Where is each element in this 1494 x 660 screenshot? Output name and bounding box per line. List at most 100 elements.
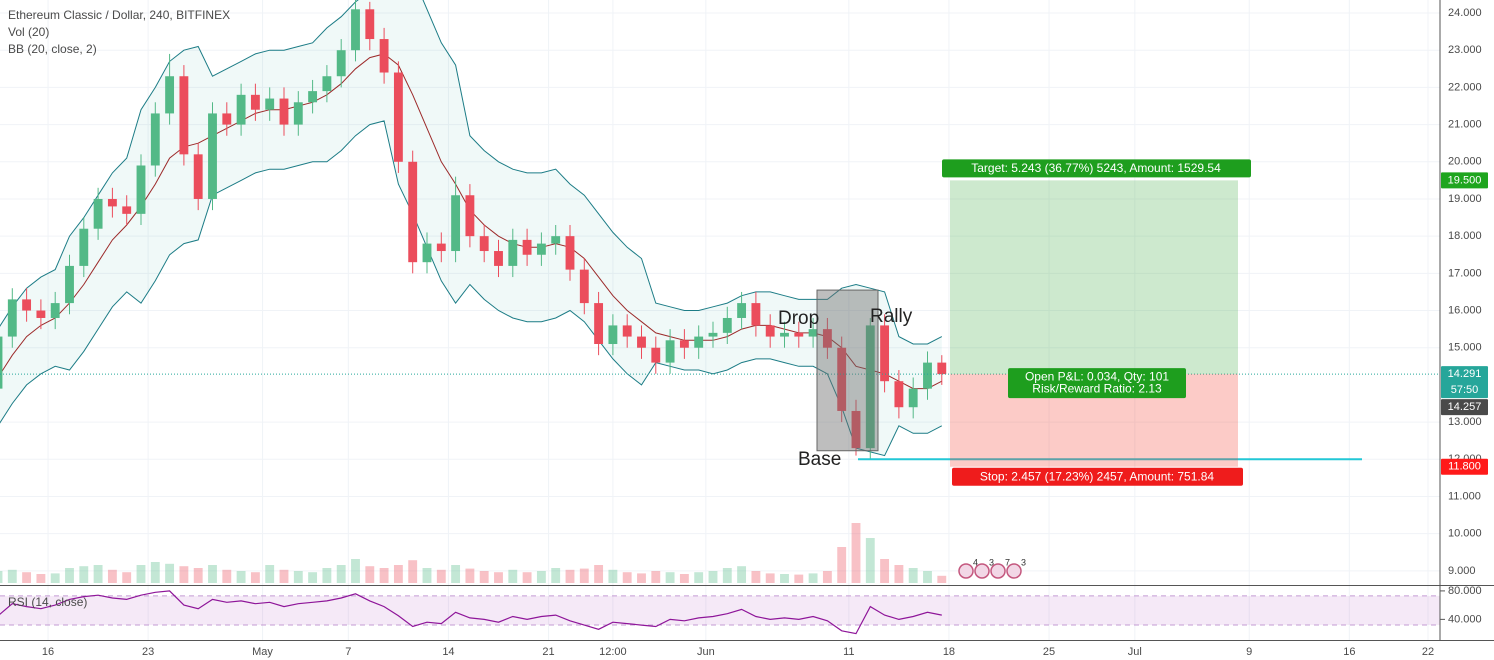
candle-body <box>165 76 175 114</box>
volume-bar <box>265 565 275 583</box>
candle-body <box>336 50 346 77</box>
volume-bar <box>351 559 360 583</box>
x-tick-label: May <box>252 646 273 658</box>
volume-bar <box>250 572 260 583</box>
x-tick-label: 11 <box>843 646 854 658</box>
x-tick-label: 16 <box>1343 646 1355 658</box>
candle-body <box>551 236 561 244</box>
candle-body <box>436 243 446 252</box>
y-tick-label: 24.000 <box>1448 7 1482 19</box>
volume-bar <box>279 569 289 583</box>
candle-body <box>393 72 403 162</box>
candle-body <box>408 161 418 263</box>
zone-box <box>816 289 879 452</box>
candle-body <box>508 239 518 266</box>
volume-bar <box>22 572 32 583</box>
volume-bar <box>0 571 3 583</box>
volume-bar <box>408 560 418 583</box>
rsi-line <box>0 590 942 635</box>
volume-bar <box>494 572 503 583</box>
candle-body <box>622 325 632 337</box>
bb-band <box>0 0 943 345</box>
rsi-label: RSI (14, close) <box>8 595 87 609</box>
y-tick-label: 23.000 <box>1448 44 1482 56</box>
volume-bar <box>822 571 832 583</box>
candle-body <box>122 206 132 214</box>
candle-body <box>908 388 918 408</box>
price-axis-bg <box>1440 0 1494 660</box>
candle-body <box>880 325 890 382</box>
price-tag-countdown: 57:50 <box>1451 384 1479 396</box>
candle-body <box>651 347 661 363</box>
candle-body <box>50 303 60 318</box>
price-tag <box>1441 366 1488 399</box>
price-tag-label: 19.500 <box>1448 174 1482 186</box>
candle-body <box>780 332 789 337</box>
rsi-tick-label: 80.000 <box>1448 585 1482 597</box>
volume-bar <box>436 569 446 583</box>
candle-body <box>107 198 117 207</box>
candle-body <box>694 336 704 348</box>
candle-body <box>7 299 17 337</box>
volume-bar <box>308 572 318 583</box>
volume-bar <box>536 571 546 583</box>
y-tick-label: 20.000 <box>1448 156 1482 168</box>
x-tick-label: 7 <box>345 646 351 658</box>
candle-body <box>765 325 775 337</box>
candle-body <box>937 362 947 375</box>
x-tick-label: 12:00 <box>599 646 627 658</box>
volume-bar <box>365 566 375 583</box>
x-tick-label: Jul <box>1128 646 1142 658</box>
candle-body <box>279 98 289 125</box>
y-tick-label: 22.000 <box>1448 81 1482 93</box>
candle-body <box>594 303 604 345</box>
candle-body <box>851 410 861 449</box>
target-label: Target: 5.243 (36.77%) 5243, Amount: 152… <box>971 161 1221 175</box>
candle-body <box>565 236 575 270</box>
volume-bar <box>36 574 46 583</box>
candle-body <box>794 332 804 337</box>
candle-body <box>0 336 3 389</box>
volume-bar <box>107 569 117 583</box>
zone-label: Rally <box>870 306 913 327</box>
volume-bar <box>737 566 747 583</box>
volume-bar <box>880 559 890 583</box>
candle-body <box>479 236 489 252</box>
volume-bar <box>193 568 203 583</box>
pnl-label: Open P&L: 0.034, Qty: 101 <box>1025 369 1169 383</box>
x-tick-label: 18 <box>943 646 955 658</box>
y-tick-label: 15.000 <box>1448 342 1482 354</box>
candle-body <box>208 113 217 199</box>
candle-body <box>737 303 747 318</box>
candle-body <box>193 154 203 199</box>
volume-bar <box>694 572 704 583</box>
price-tag-label: 14.291 <box>1448 368 1482 380</box>
volume-bar <box>665 572 675 583</box>
event-icon <box>990 563 1006 579</box>
volume-bar <box>122 572 132 583</box>
indicator-label: Vol (20) <box>8 25 49 39</box>
candle-body <box>708 332 718 337</box>
volume-bar <box>451 565 461 583</box>
volume-bar <box>894 565 904 583</box>
volume-bar <box>765 573 775 583</box>
volume-bar <box>851 523 861 583</box>
candle-body <box>536 243 546 255</box>
event-count: 3 <box>989 557 994 567</box>
candle-body <box>637 336 646 348</box>
candle-body <box>923 362 932 389</box>
zone-label: Drop <box>778 308 819 329</box>
stop-label-bg <box>952 467 1243 486</box>
volume-bar <box>465 568 475 583</box>
y-tick-label: 19.000 <box>1448 193 1482 205</box>
indicator-label: BB (20, close, 2) <box>8 42 97 56</box>
candle-body <box>308 91 318 103</box>
event-count: 3 <box>1021 557 1026 567</box>
candle-body <box>665 340 675 363</box>
event-icon <box>974 563 990 579</box>
volume-bar <box>908 568 918 583</box>
x-tick-label: 16 <box>42 646 54 658</box>
y-tick-label: 21.000 <box>1448 118 1482 130</box>
candle-body <box>222 113 232 125</box>
